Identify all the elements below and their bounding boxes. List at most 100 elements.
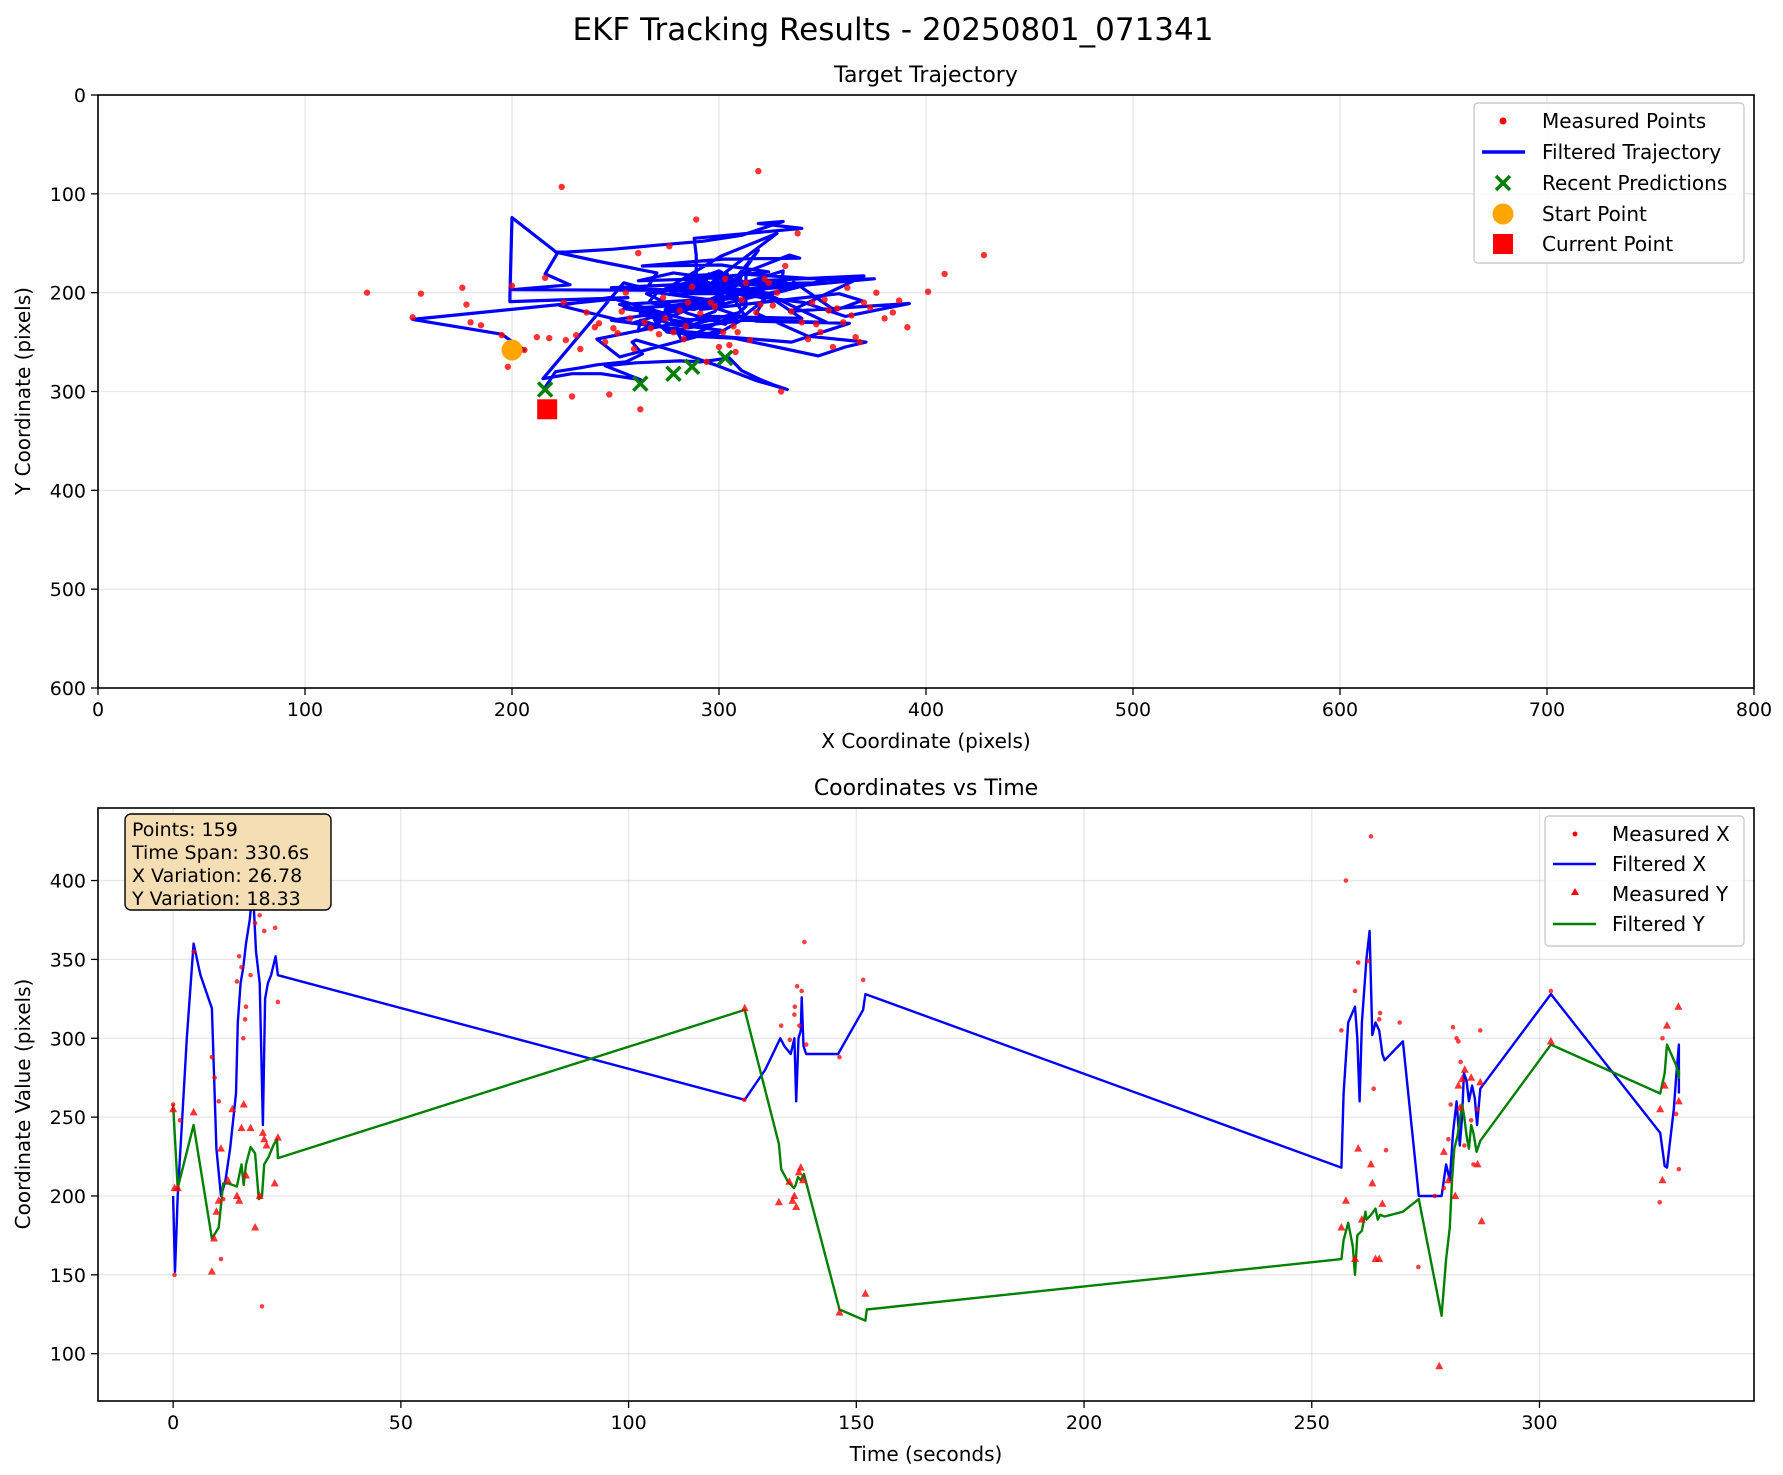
time-plot: Coordinates vs Time 0 50 100 150 200 250 300 10… [11,776,1755,1466]
measured-x-point [1383,1147,1389,1153]
measured-x-point [272,925,278,931]
legend-measured-points: Measured Points [1542,109,1706,133]
measured-y-point [796,1163,805,1171]
measured-y-point [1456,1103,1465,1111]
measured-x-point [216,1099,221,1104]
recent-prediction-marker [683,358,701,376]
time-xtick-label: 150 [838,1412,874,1434]
measured-y-point [1435,1361,1444,1370]
legend-measured-y: Measured Y [1612,882,1729,906]
measured-y-point [788,1196,797,1204]
measured-point [637,406,644,413]
measured-point [833,305,841,312]
stats-points: Points: 159 [132,819,238,841]
measured-x-point [1458,1059,1463,1065]
measured-y-point [1366,1159,1375,1168]
measured-point [889,309,897,316]
measured-point [463,301,470,308]
measured-x-point [1676,1166,1682,1172]
measured-y-point [173,1183,182,1192]
measured-y-point [792,1202,801,1211]
measured-x-point [802,939,807,945]
measured-x-point [257,912,262,918]
measured-point [618,308,625,315]
measured-y-point [237,1123,246,1132]
measured-point [591,324,598,331]
measured-point [769,302,777,309]
measured-y-point [260,1134,269,1143]
measured-x-point [239,964,244,970]
measured-x-point [837,1054,842,1060]
measured-point [682,323,690,330]
trajectory-plot-title: Target Trajectory [833,63,1018,88]
measured-y-point [189,1107,198,1116]
measured-y-point [228,1104,237,1113]
trajectory-ytick-label: 0 [74,85,86,107]
measured-point [980,251,988,259]
measured-x-point [794,983,800,989]
time-xtick-label: 50 [389,1412,413,1434]
measured-point [715,343,723,351]
legend-recent-predictions: Recent Predictions [1542,171,1727,195]
measured-x-point [236,953,242,959]
time-plot-title: Coordinates vs Time [814,776,1038,801]
measured-point [546,334,553,342]
measured-x-point [1365,958,1371,964]
measured-y-point [785,1177,794,1185]
time-series-lines [171,887,1681,1322]
measured-point [614,329,621,337]
trajectory-legend: Measured Points Filtered Trajectory Rece… [1473,102,1745,264]
measured-x-point [1450,1024,1456,1030]
measured-x-point [1441,1185,1447,1191]
legend-measured-y-marker [1571,888,1579,895]
measured-x-point [1352,988,1358,994]
trajectory-ytick-label: 100 [50,184,86,206]
measured-y-point [1467,1073,1476,1081]
measured-x-point [212,1075,217,1080]
measured-x-point [234,979,240,984]
measured-x-point [1371,1086,1377,1092]
measured-y-point [210,1234,219,1242]
measured-x-point [220,1196,226,1202]
measured-point [595,320,603,327]
measured-x-point [1446,1136,1451,1142]
measured-y-point [1660,1081,1669,1089]
measured-x-point [177,1117,183,1123]
recent-prediction-marker [632,375,649,392]
trajectory-legend-box [1473,102,1745,264]
recent-prediction-marker [716,349,734,367]
measured-point [726,341,733,349]
measured-y-point [216,1144,225,1152]
measured-x-point [1660,1035,1665,1041]
legend-filtered-x: Filtered X [1612,852,1706,876]
trajectory-ytick-label: 300 [50,382,86,404]
time-ytick-label: 300 [50,1028,86,1050]
measured-point [467,319,474,326]
measured-point [560,299,567,306]
measured-x-point [275,999,281,1005]
measured-point [755,167,762,175]
measured-point [703,358,710,366]
trajectory-markers [501,339,734,420]
time-measured-points [169,834,1683,1370]
measured-point [746,336,754,344]
measured-point [761,275,768,283]
measured-y-point [242,1170,251,1179]
measured-point [541,274,549,282]
measured-y-point [255,1191,264,1199]
measured-point [568,393,576,400]
measured-point [558,183,565,191]
measured-point [732,348,739,356]
measured-point [697,310,704,317]
measured-y-point [273,1133,282,1141]
measured-x-point [170,1102,176,1107]
current-point-marker [537,399,558,420]
legend-recent-predictions-marker [1494,174,1512,192]
measured-point [572,331,580,339]
time-legend-box [1544,815,1745,947]
measured-point [661,315,669,322]
measured-point [508,282,516,289]
measured-x-point [1475,1106,1480,1112]
measured-y-point [799,1175,808,1184]
time-xtick-label: 100 [610,1412,646,1434]
